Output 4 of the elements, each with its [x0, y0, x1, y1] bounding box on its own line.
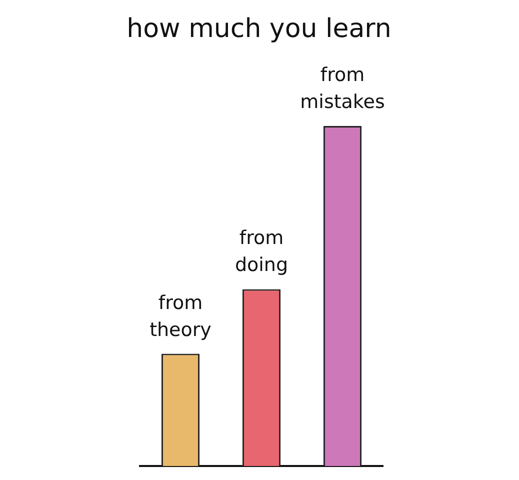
- chart-title: how much you learn: [126, 14, 392, 44]
- x-tick-label: from doing: [234, 227, 288, 276]
- x-tick-label: from theory: [150, 292, 212, 341]
- x-tick-label: from mistakes: [300, 64, 385, 113]
